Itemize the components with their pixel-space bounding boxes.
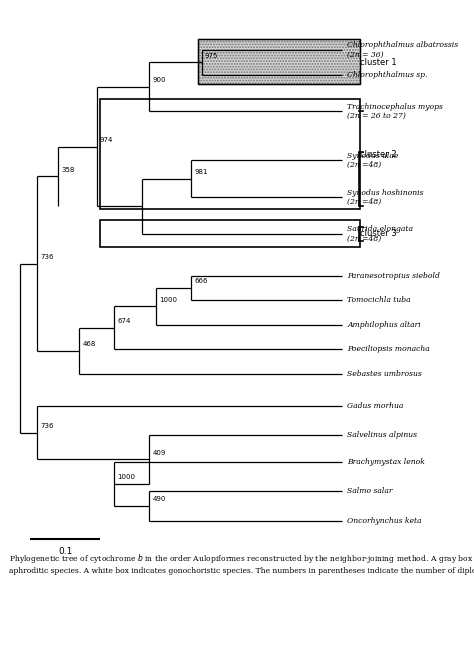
Text: Phylogenetic tree of cytochrome $b$ in the order Aulopiformes reconstructed by t: Phylogenetic tree of cytochrome $b$ in t… (9, 552, 474, 575)
Bar (100, 221, 359, 247)
Text: Saurida elongata
(2n =48): Saurida elongata (2n =48) (347, 225, 413, 243)
Text: 736: 736 (40, 254, 54, 260)
Text: 975: 975 (205, 53, 218, 59)
Text: cluster 2: cluster 2 (360, 150, 397, 159)
Text: Salvelinus alpinus: Salvelinus alpinus (347, 431, 417, 439)
Text: Synodus hoshinonis
(2n =48): Synodus hoshinonis (2n =48) (347, 189, 424, 205)
Text: Brachymystax lenok: Brachymystax lenok (347, 458, 425, 466)
Text: Salmo salar: Salmo salar (347, 487, 393, 495)
Text: Paranesotropius siebold: Paranesotropius siebold (347, 271, 440, 279)
Text: 981: 981 (194, 169, 208, 175)
Text: 490: 490 (152, 496, 166, 502)
Text: 674: 674 (117, 318, 131, 324)
Text: Chlorophthalmus sp.: Chlorophthalmus sp. (347, 70, 428, 78)
Text: cluster 3: cluster 3 (360, 229, 397, 239)
Text: 358: 358 (61, 167, 75, 173)
Bar (100, 99, 359, 209)
Text: 736: 736 (40, 423, 54, 429)
Text: 900: 900 (152, 77, 166, 83)
Text: Amphilophus altari: Amphilophus altari (347, 321, 421, 329)
Text: 409: 409 (152, 450, 166, 456)
Text: 1000: 1000 (159, 297, 177, 303)
Text: Tomocichla tuba: Tomocichla tuba (347, 296, 411, 304)
Bar (199, 39, 359, 84)
Text: Sebastes umbrosus: Sebastes umbrosus (347, 370, 422, 378)
Text: Synodus ulae
(2n =48): Synodus ulae (2n =48) (347, 152, 399, 169)
Text: 1000: 1000 (117, 474, 135, 480)
Text: 666: 666 (194, 278, 208, 284)
Text: 468: 468 (82, 341, 96, 347)
Text: Gadus morhua: Gadus morhua (347, 402, 404, 410)
Text: 974: 974 (100, 137, 113, 143)
Bar (199, 39, 359, 84)
Text: Oncorhynchus keta: Oncorhynchus keta (347, 517, 422, 525)
Text: 0.1: 0.1 (58, 547, 73, 555)
Text: Chlorophthalmus albatrossis
(2n = 36): Chlorophthalmus albatrossis (2n = 36) (347, 41, 458, 59)
Text: cluster 1: cluster 1 (360, 58, 397, 66)
Text: Trachinocephalus myops
(2n = 26 to 27): Trachinocephalus myops (2n = 26 to 27) (347, 103, 443, 120)
Text: Poeciliopsis monacha: Poeciliopsis monacha (347, 345, 430, 353)
